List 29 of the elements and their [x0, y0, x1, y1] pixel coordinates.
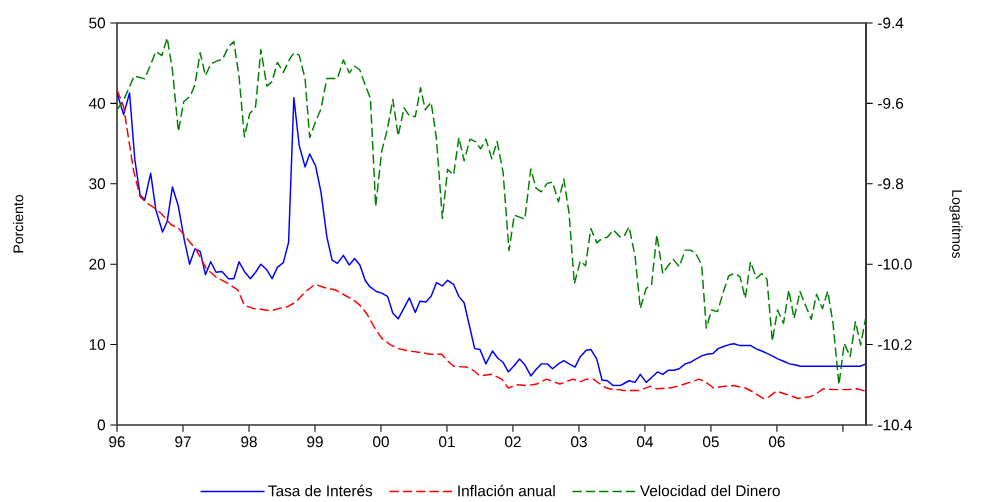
y2-tick-label: -9.4: [878, 17, 904, 29]
legend-label: Velocidad del Dinero: [639, 484, 780, 497]
legend-label: Inflación anual: [458, 484, 555, 497]
y2-tick-label: -10.4: [878, 419, 912, 431]
x-tick-label: 04: [637, 436, 654, 448]
x-tick-label: 00: [373, 436, 389, 448]
x-tick-label: 03: [571, 436, 587, 448]
x-tick-label: 99: [307, 436, 323, 448]
y2-tick-label: -9.6: [878, 97, 904, 109]
x-tick-label: 06: [769, 436, 785, 448]
x-tick-label: 97: [175, 436, 191, 448]
line-series: [117, 37, 867, 386]
y-tick-label: 0: [97, 419, 106, 431]
legend-label: Tasa de Interés: [268, 484, 373, 497]
x-tick-label: 02: [505, 436, 521, 448]
y2-axis-title: Logaritmos: [949, 190, 963, 259]
y-tick-label: 10: [89, 339, 106, 351]
y2-tick-label: -10.0: [878, 258, 912, 270]
x-tick-label: 01: [439, 436, 455, 448]
y-tick-label: 50: [89, 17, 106, 29]
y-axis-title: Porciento: [13, 195, 24, 253]
y2-tick-label: -9.8: [878, 178, 904, 190]
y-tick-label: 40: [88, 97, 106, 109]
y-tick-label: 30: [89, 178, 106, 190]
x-tick-label: 96: [109, 436, 125, 448]
y2-tick-label: -10.2: [878, 339, 912, 351]
x-tick-label: 98: [241, 436, 257, 448]
x-tick-label: 05: [703, 436, 719, 448]
y-tick-label: 20: [89, 258, 106, 270]
